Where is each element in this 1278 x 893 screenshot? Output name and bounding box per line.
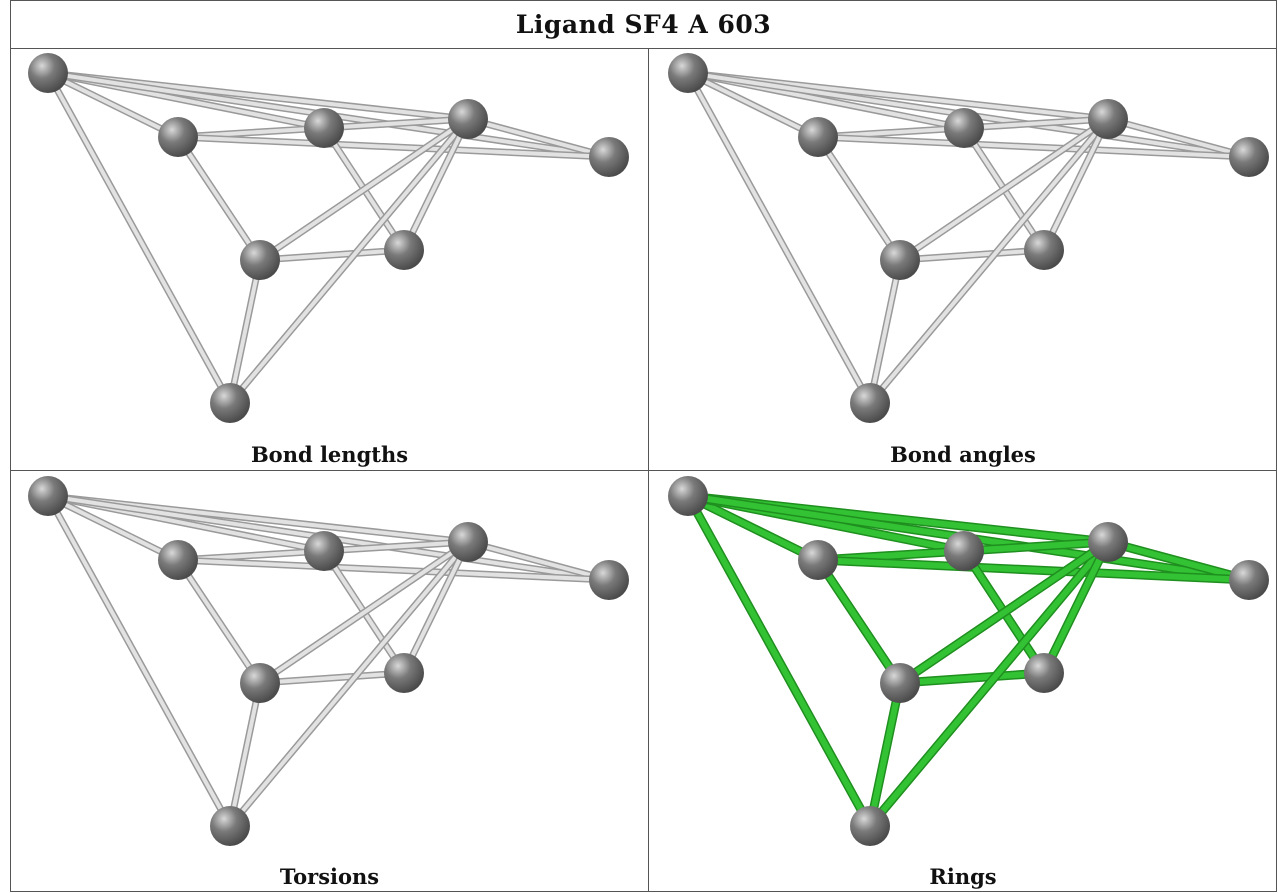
bond-highlight xyxy=(228,117,470,405)
bond-highlight xyxy=(1106,117,1251,159)
bond-highlight xyxy=(466,117,611,159)
atom-3 xyxy=(1088,522,1128,562)
bond-highlight xyxy=(1105,539,1252,583)
caption-torsions: Torsions xyxy=(279,864,380,889)
atom-0 xyxy=(28,53,68,93)
atom-7 xyxy=(850,806,890,846)
bond-highlight xyxy=(46,71,180,139)
bond-highlight xyxy=(322,540,470,553)
atom-3 xyxy=(1088,99,1128,139)
atom-1 xyxy=(798,540,838,580)
bond-highlight xyxy=(1042,117,1110,252)
bond-highlight xyxy=(258,540,470,685)
molecule-diagram xyxy=(668,53,1269,423)
atom-0 xyxy=(668,476,708,516)
bond-highlight xyxy=(867,680,903,829)
atom-0 xyxy=(28,476,68,516)
atom-5 xyxy=(880,240,920,280)
bond-highlight xyxy=(868,117,1110,405)
row-divider xyxy=(10,470,1277,471)
bond-highlight xyxy=(868,258,902,405)
atom-2 xyxy=(944,531,984,571)
bond-highlight xyxy=(228,681,262,828)
bond-highlight xyxy=(46,494,232,828)
panel-bond-angles xyxy=(652,50,1278,442)
bond-highlight xyxy=(686,71,872,405)
bond-highlight xyxy=(685,493,821,563)
bond-highlight xyxy=(176,558,611,582)
atom-6 xyxy=(384,230,424,270)
molecule-diagram xyxy=(28,476,629,846)
atom-5 xyxy=(240,663,280,703)
bond-highlight xyxy=(176,135,262,262)
atom-7 xyxy=(850,383,890,423)
bond-highlight xyxy=(961,539,1111,554)
atom-4 xyxy=(589,560,629,600)
atom-1 xyxy=(798,117,838,157)
bond-highlight xyxy=(258,117,470,262)
bond-highlight xyxy=(898,248,1046,262)
atom-5 xyxy=(240,240,280,280)
bond-highlight xyxy=(176,135,611,159)
bond-highlight xyxy=(322,117,470,130)
bond-highlight xyxy=(258,671,406,685)
column-divider xyxy=(648,48,649,892)
atom-4 xyxy=(589,137,629,177)
atom-2 xyxy=(304,531,344,571)
bond-highlight xyxy=(897,539,1111,686)
bond-highlight xyxy=(685,493,873,829)
bond-highlight xyxy=(897,670,1047,686)
bond-highlight xyxy=(867,539,1111,829)
panel-rings xyxy=(652,473,1278,865)
atom-3 xyxy=(448,99,488,139)
bond-highlight xyxy=(686,71,820,139)
atom-4 xyxy=(1229,560,1269,600)
bond-highlight xyxy=(402,117,470,252)
atom-6 xyxy=(384,653,424,693)
bond-highlight xyxy=(962,117,1110,130)
bond-highlight xyxy=(1041,539,1111,676)
atom-1 xyxy=(158,117,198,157)
bond-highlight xyxy=(46,71,232,405)
atom-2 xyxy=(944,108,984,148)
atom-7 xyxy=(210,383,250,423)
bond-highlight xyxy=(816,135,902,262)
atom-0 xyxy=(668,53,708,93)
figure-title: Ligand SF4 A 603 xyxy=(515,9,772,39)
atom-2 xyxy=(304,108,344,148)
caption-rings: Rings xyxy=(929,864,997,889)
caption-bond-angles: Bond angles xyxy=(890,442,1036,467)
bond-highlight xyxy=(228,258,262,405)
bond-highlight xyxy=(228,540,470,828)
bond-highlight xyxy=(816,135,1251,159)
bond-highlight xyxy=(466,540,611,582)
atom-7 xyxy=(210,806,250,846)
atom-6 xyxy=(1024,230,1064,270)
title-divider xyxy=(10,48,1277,49)
figure-frame xyxy=(10,0,1277,892)
bond-highlight xyxy=(815,557,903,686)
panel-bond-lengths xyxy=(12,50,646,442)
bond-highlight xyxy=(176,558,262,685)
atom-6 xyxy=(1024,653,1064,693)
molecule-diagram xyxy=(668,476,1269,846)
bond-highlight xyxy=(258,248,406,262)
bond-highlight xyxy=(402,540,470,675)
caption-bond-lengths: Bond lengths xyxy=(250,442,409,467)
panel-torsions xyxy=(12,473,646,865)
atom-4 xyxy=(1229,137,1269,177)
bond-highlight xyxy=(815,557,1252,583)
bond-highlight xyxy=(898,117,1110,262)
atom-3 xyxy=(448,522,488,562)
atom-1 xyxy=(158,540,198,580)
atom-5 xyxy=(880,663,920,703)
bond-highlight xyxy=(46,494,180,562)
molecule-diagram xyxy=(28,53,629,423)
